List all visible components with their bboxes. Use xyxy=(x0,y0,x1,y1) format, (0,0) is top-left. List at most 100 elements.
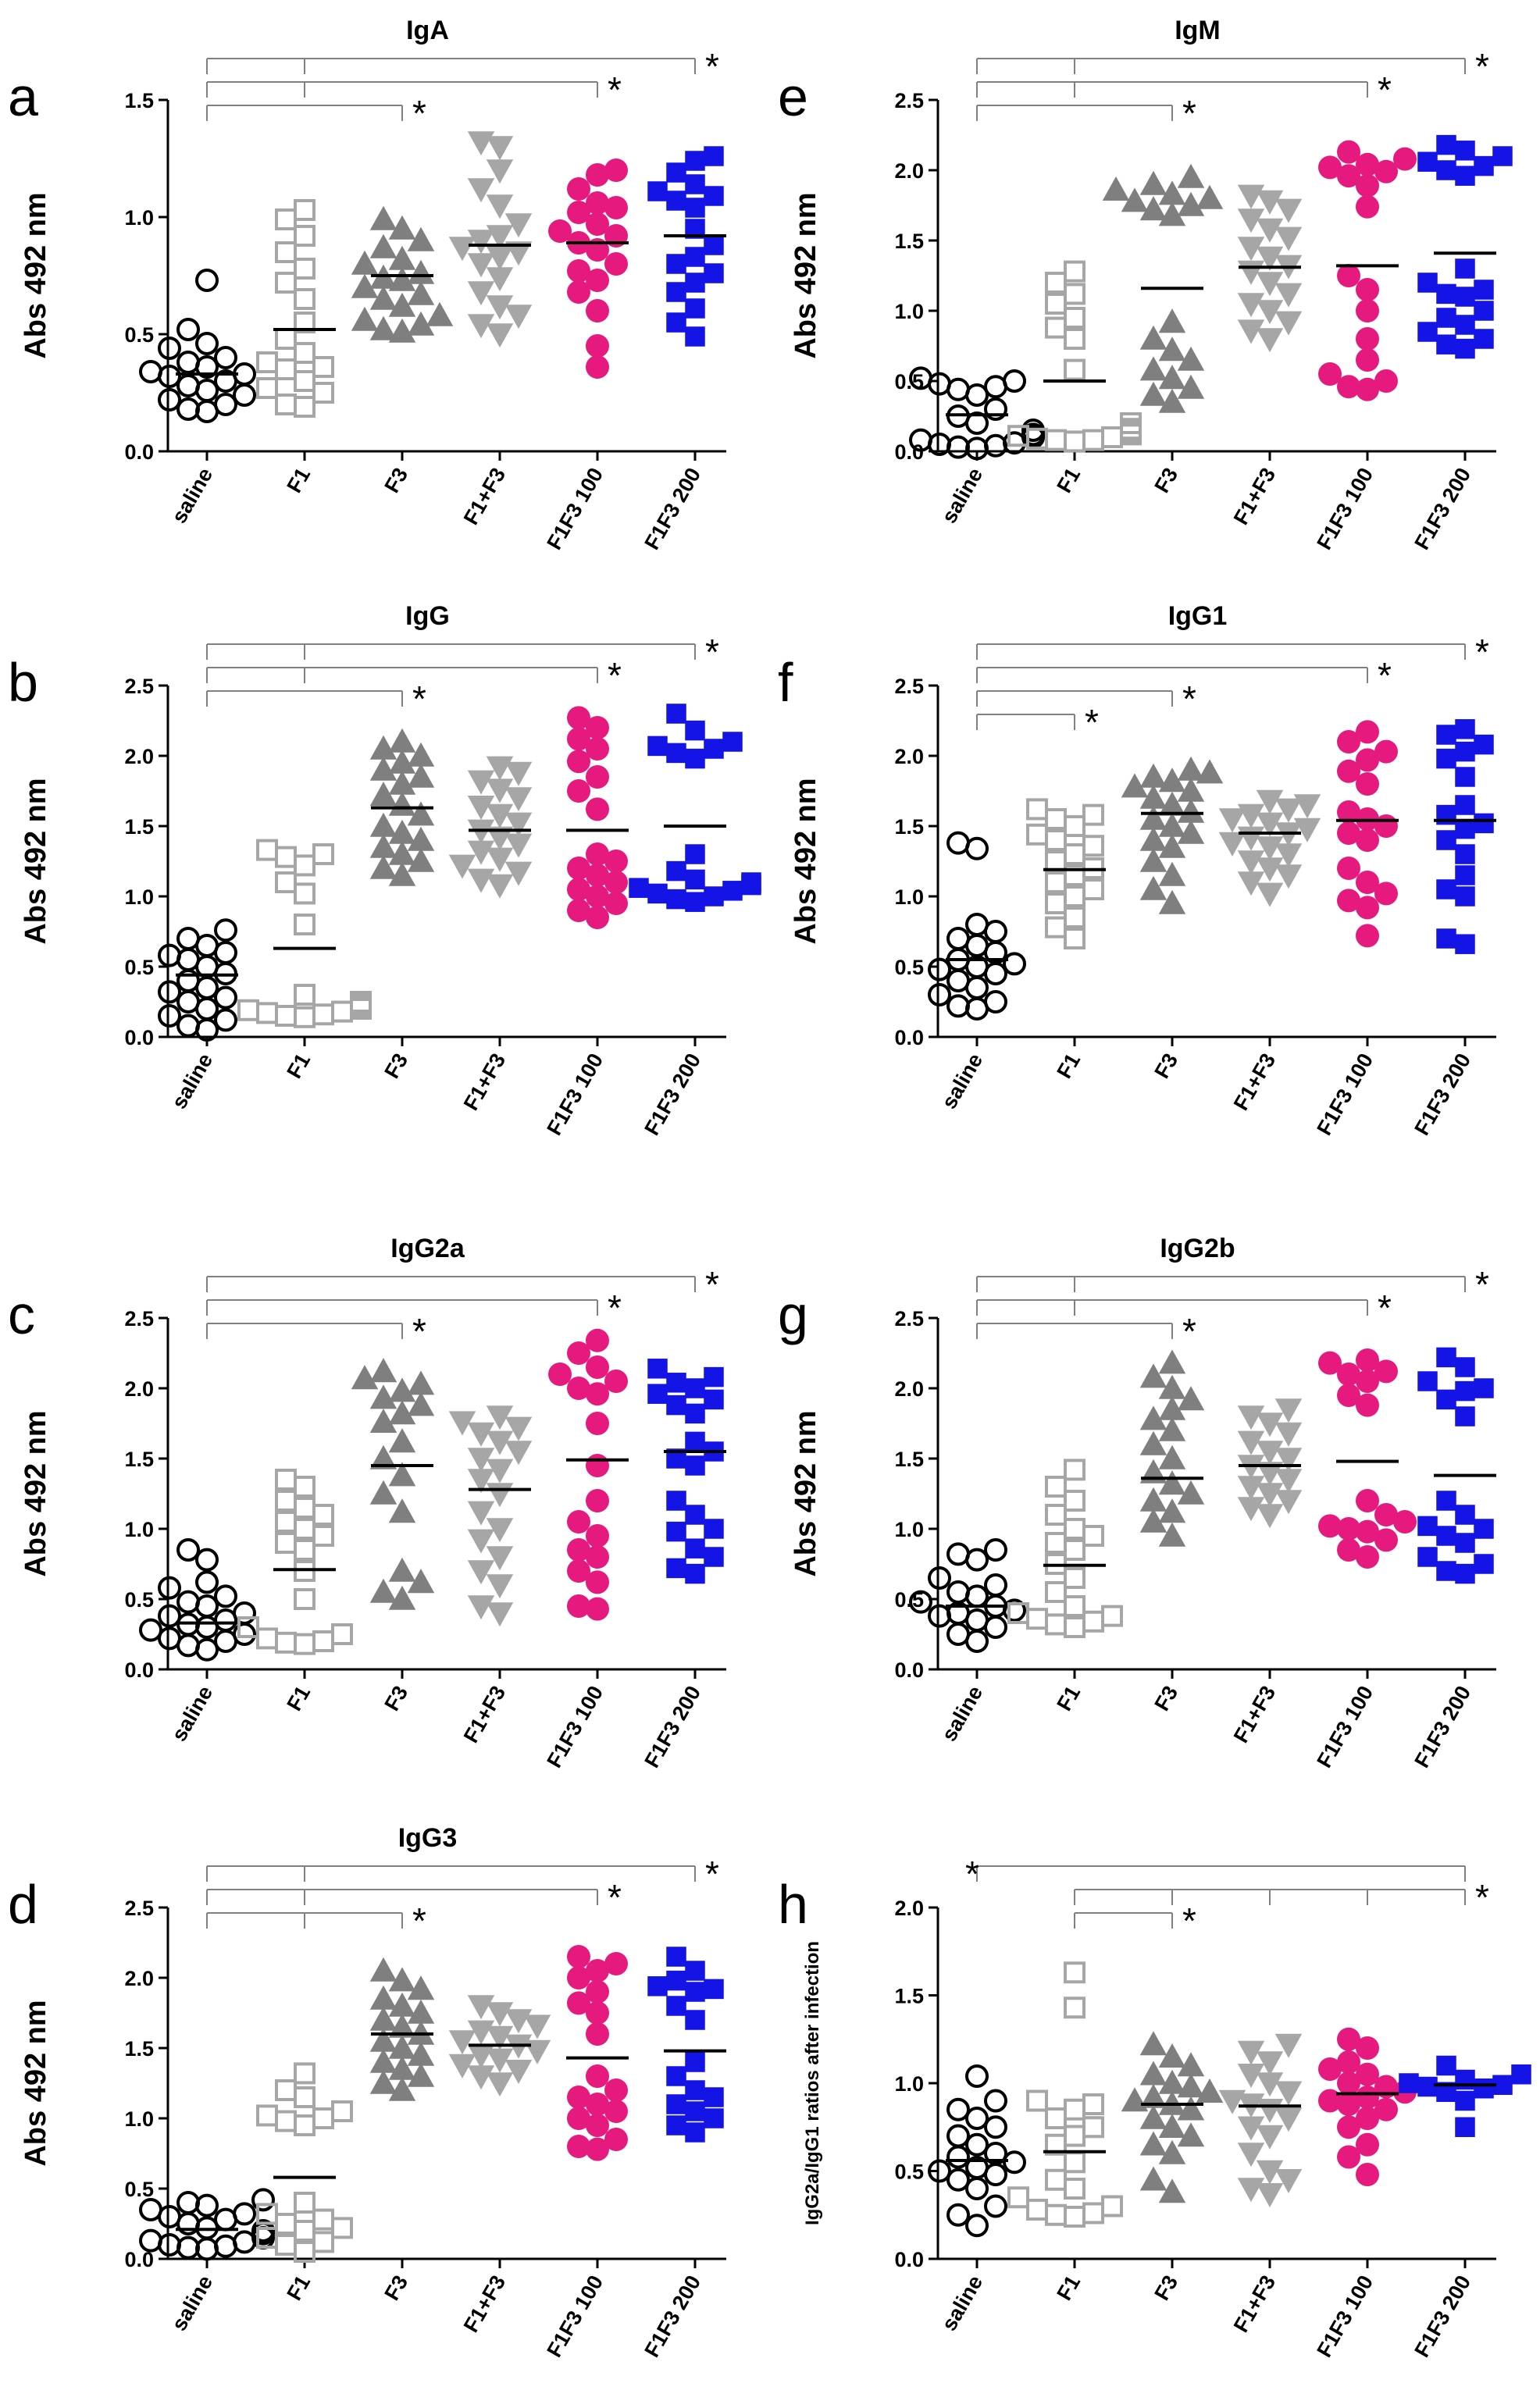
data-point xyxy=(1274,798,1303,823)
data-point xyxy=(704,1389,724,1410)
data-point xyxy=(685,2122,705,2143)
data-point xyxy=(388,840,416,865)
data-point xyxy=(909,428,932,452)
data-point xyxy=(567,201,590,224)
data-point xyxy=(1139,196,1167,221)
data-point xyxy=(1356,278,1379,301)
data-point xyxy=(1256,1504,1284,1529)
data-point xyxy=(704,235,724,255)
data-point xyxy=(369,2006,397,2031)
panel-f-igg1: f IgG1 Abs 492 nm 0.0 0.5 1.0 1.5 2.0 2.5 saline F… xyxy=(770,586,1540,1186)
data-point xyxy=(1356,772,1379,796)
data-point xyxy=(1082,1610,1104,1633)
data-point xyxy=(1045,1532,1067,1554)
data-point xyxy=(1318,155,1342,180)
series-f3 xyxy=(369,1957,435,2101)
data-point xyxy=(1374,369,1398,393)
data-point xyxy=(685,1563,705,1584)
data-point xyxy=(586,1382,609,1406)
data-point xyxy=(1256,300,1284,325)
data-point xyxy=(195,2237,219,2261)
data-point xyxy=(448,237,476,262)
data-point xyxy=(176,948,200,971)
data-point xyxy=(1356,2062,1379,2086)
data-point xyxy=(256,2227,278,2249)
data-point xyxy=(504,787,533,812)
chart-title: IgG xyxy=(405,601,450,631)
data-point xyxy=(158,365,181,388)
data-point xyxy=(1064,1518,1085,1540)
data-point xyxy=(666,312,686,333)
data-point xyxy=(1139,1508,1167,1533)
data-point xyxy=(467,2020,495,2045)
data-point xyxy=(567,2086,590,2109)
x-tick-label: F1+F3 xyxy=(459,464,510,529)
data-point xyxy=(567,899,590,922)
data-point xyxy=(158,337,181,360)
data-point xyxy=(139,2198,162,2221)
significance-bracket xyxy=(1074,1889,1466,1905)
panel-label: b xyxy=(8,652,38,713)
y-tick-label: 1.0 xyxy=(124,1518,154,1541)
data-point xyxy=(486,225,514,250)
data-point xyxy=(685,174,705,194)
x-tick-label: saline xyxy=(937,2271,987,2335)
data-point xyxy=(1139,2061,1167,2086)
data-point xyxy=(1436,160,1456,180)
y-tick-label: 2.0 xyxy=(894,745,924,768)
significance-bracket xyxy=(206,643,696,660)
data-point xyxy=(256,2203,278,2225)
data-point xyxy=(448,854,476,879)
y-tick-label: 1.5 xyxy=(894,1985,924,2008)
data-point xyxy=(1082,803,1104,826)
data-point xyxy=(1064,885,1085,907)
data-point xyxy=(1139,1430,1167,1455)
data-point xyxy=(1337,164,1360,188)
series-saline xyxy=(909,1538,1026,1653)
data-point xyxy=(1417,151,1438,172)
significance-star: * xyxy=(1182,1311,1196,1352)
data-point xyxy=(1337,2027,1360,2051)
series-f1 xyxy=(256,2062,353,2263)
data-point xyxy=(467,1595,495,1620)
data-point xyxy=(685,2101,705,2121)
data-point xyxy=(1256,812,1284,837)
data-point xyxy=(388,266,416,291)
data-point xyxy=(1436,725,1456,745)
data-point xyxy=(965,1584,989,1608)
x-tick-label: F1+F3 xyxy=(1229,464,1280,529)
data-point xyxy=(1158,1416,1186,1441)
data-point xyxy=(1417,273,1438,293)
significance-star: * xyxy=(705,1854,719,1894)
data-point xyxy=(256,2104,278,2127)
data-point xyxy=(946,994,970,1018)
data-point xyxy=(1337,889,1360,913)
data-point xyxy=(275,1490,297,1512)
data-point xyxy=(685,1455,705,1476)
data-point xyxy=(407,1999,435,2024)
data-point xyxy=(666,860,686,882)
data-point xyxy=(195,332,219,355)
data-point xyxy=(369,812,397,837)
data-point xyxy=(388,1557,416,1582)
significance-bracket xyxy=(206,1865,696,1882)
data-point xyxy=(984,1538,1007,1562)
y-tick-label: 2.5 xyxy=(894,1307,924,1330)
data-point xyxy=(604,892,628,915)
data-point xyxy=(1274,1448,1303,1473)
data-point xyxy=(946,2124,970,2148)
data-point xyxy=(666,704,686,724)
series-f1-f3 xyxy=(448,131,533,348)
data-point xyxy=(586,2137,609,2161)
data-point xyxy=(256,1627,278,1650)
series-saline xyxy=(928,2064,1026,2238)
significance-star: * xyxy=(705,1264,719,1305)
data-point xyxy=(685,892,705,912)
data-point xyxy=(1356,2107,1379,2130)
data-point xyxy=(567,259,590,283)
data-point xyxy=(1356,1519,1379,1544)
data-point xyxy=(666,2094,686,2114)
data-point xyxy=(1436,879,1456,899)
data-point xyxy=(275,2079,297,2101)
